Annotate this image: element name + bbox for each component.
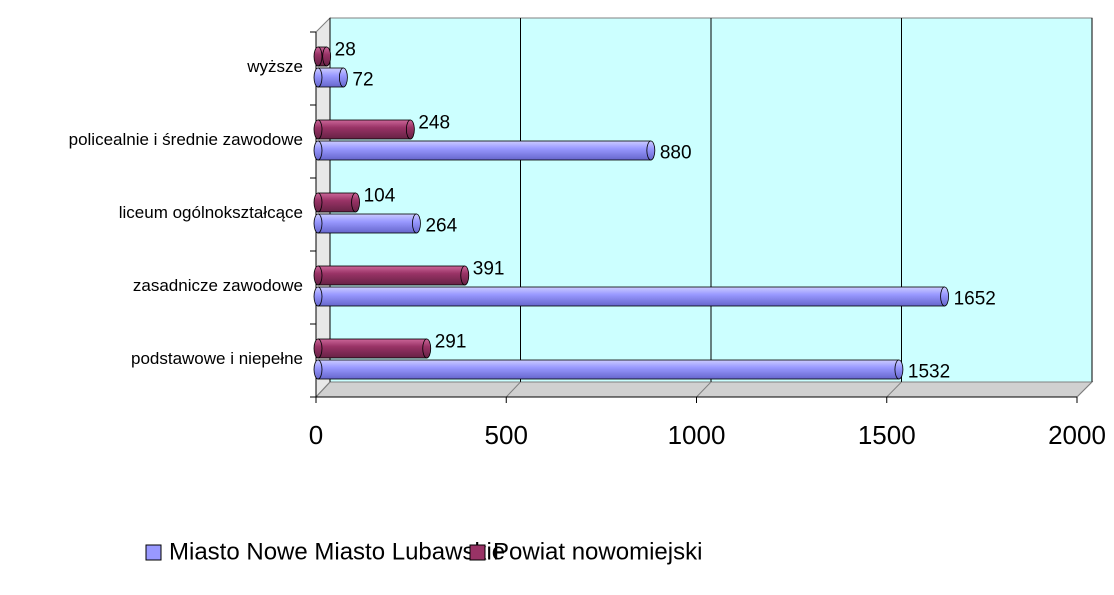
bar-cap: [940, 286, 949, 307]
bar-cap: [422, 338, 432, 359]
bar-cap: [646, 140, 656, 161]
bar: [317, 359, 900, 380]
legend-label: Miasto Nowe Miasto Lubawskie: [169, 538, 505, 565]
floor-line: [315, 381, 331, 398]
bar-cap: [405, 119, 415, 140]
bar-cap: [313, 265, 323, 286]
legend-label: Powiat nowomiejski: [493, 538, 702, 565]
value-label: 1652: [954, 289, 996, 310]
bar-cap: [313, 213, 323, 234]
floor-line: [505, 381, 521, 398]
value-label: 1532: [908, 362, 950, 383]
value-label: 104: [364, 186, 396, 207]
value-label: 72: [352, 70, 373, 91]
x-tick-label: 500: [485, 420, 528, 450]
value-label: 264: [425, 216, 457, 237]
bar-cap: [351, 192, 360, 213]
floor-line: [1076, 381, 1093, 398]
floor-line: [696, 381, 712, 398]
bar-cap: [313, 359, 323, 380]
floor-line: [886, 381, 902, 398]
bar: [317, 119, 411, 140]
bar: [317, 265, 466, 286]
legend-swatch: [469, 544, 486, 561]
bar-cap: [338, 67, 348, 88]
bar: [317, 286, 945, 307]
x-tick-label: 2000: [1048, 420, 1106, 450]
x-tick-label: 1500: [858, 420, 916, 450]
value-label: 880: [660, 143, 692, 164]
bar-cap: [313, 192, 323, 213]
bar: [317, 140, 652, 161]
y-tick-label: policealnie i średnie zawodowe: [69, 130, 303, 149]
y-tick-label: zasadnicze zawodowe: [133, 276, 303, 295]
bar: [317, 192, 356, 213]
bar-cap: [322, 46, 332, 67]
value-label: 291: [435, 332, 467, 353]
bar-cap: [313, 286, 323, 307]
y-tick-label: wyższe: [246, 57, 303, 76]
bar-cap: [313, 338, 323, 359]
value-label: 28: [335, 40, 356, 61]
value-label: 391: [473, 259, 505, 280]
y-tick-label: podstawowe i niepełne: [131, 349, 303, 368]
bar-cap: [313, 119, 323, 140]
bar-cap: [313, 140, 323, 161]
x-tick-label: 1000: [668, 420, 726, 450]
legend-swatch: [145, 544, 162, 561]
bar-cap: [412, 213, 421, 234]
value-label: 248: [418, 113, 450, 134]
y-tick-label: liceum ogólnokształcące: [119, 203, 303, 222]
bar: [317, 213, 417, 234]
bar-cap: [313, 67, 323, 88]
bar-cap: [894, 359, 904, 380]
bar: [317, 338, 428, 359]
x-tick-label: 0: [309, 420, 323, 450]
bar-cap: [313, 46, 323, 67]
bar-cap: [460, 265, 470, 286]
